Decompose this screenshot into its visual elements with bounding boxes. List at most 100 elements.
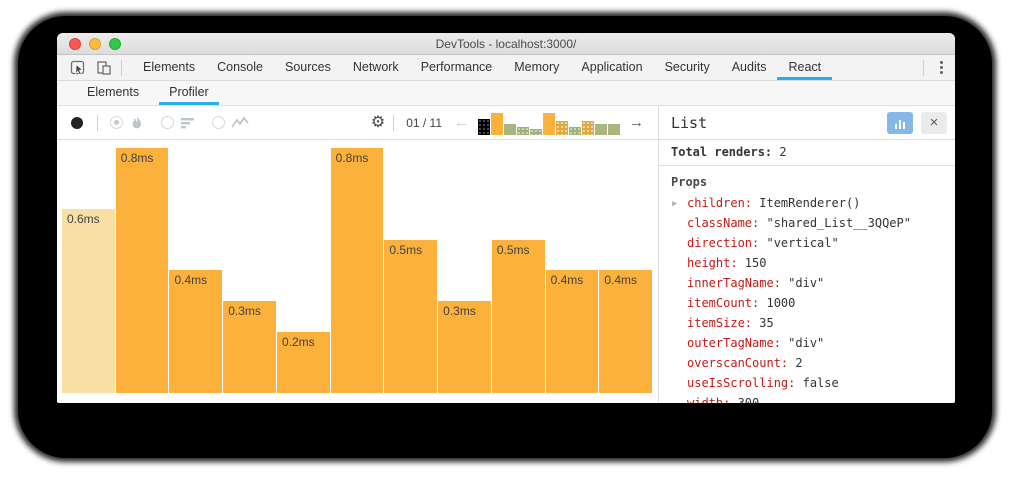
tab-memory[interactable]: Memory	[514, 60, 560, 74]
profiler-content: ⚙ 01 / 11 ← → 0.6ms 0.8ms 0.4ms 0.3ms 0.2ms 0…	[57, 106, 955, 403]
props-section: Props ▶ children: ItemRenderer() className…	[659, 166, 955, 403]
minichart-commit-bar[interactable]	[595, 123, 607, 135]
render-duration-bar[interactable]: 0.4ms	[545, 270, 599, 393]
tab-application[interactable]: Application	[581, 60, 643, 74]
interactions-radio[interactable]	[212, 116, 225, 129]
flamegraph-view-toggle[interactable]	[110, 115, 145, 131]
ranked-chart-icon	[181, 117, 194, 128]
commit-minichart	[478, 111, 620, 135]
prop-row: innerTagName: "div"	[671, 273, 943, 293]
render-duration-bar[interactable]: 0.3ms	[438, 301, 491, 393]
tab-performance[interactable]: Performance	[420, 60, 493, 74]
ranked-view-toggle[interactable]	[161, 116, 196, 130]
prop-key: className:	[687, 216, 760, 230]
minichart-commit-bar[interactable]	[530, 128, 542, 135]
render-duration-bar[interactable]: 0.2ms	[276, 332, 330, 393]
toolbar-separator	[393, 114, 395, 131]
prop-row: itemCount: 1000	[671, 293, 943, 313]
prop-key: overscanCount:	[687, 356, 789, 370]
prop-row: useIsScrolling: false	[671, 373, 943, 393]
props-list: ▶ children: ItemRenderer() className: "sha…	[671, 193, 943, 403]
prop-row: itemSize: 35	[671, 313, 943, 333]
view-component-chart-button[interactable]	[887, 111, 913, 134]
close-panel-button[interactable]: ×	[921, 111, 947, 134]
bar-duration-label: 0.6ms	[67, 212, 100, 226]
settings-gear-icon[interactable]: ⚙	[370, 113, 386, 131]
devtools-window: DevTools - localhost:3000/ Elements Conso…	[57, 33, 955, 403]
prop-key: width:	[687, 396, 731, 403]
record-button[interactable]	[71, 116, 83, 129]
minimize-window-button[interactable]	[89, 38, 101, 50]
commit-duration-chart: 0.6ms 0.8ms 0.4ms 0.3ms 0.2ms 0.8ms 0.5ms 0.3ms…	[57, 140, 658, 403]
minichart-commit-bar[interactable]	[569, 126, 581, 135]
selected-component-name: List	[671, 113, 708, 132]
profiler-left-pane: ⚙ 01 / 11 ← → 0.6ms 0.8ms 0.4ms 0.3ms 0.2ms 0…	[57, 106, 658, 403]
tab-audits[interactable]: Audits	[731, 60, 767, 74]
tab-elements[interactable]: Elements	[143, 60, 196, 74]
minichart-commit-bar[interactable]	[478, 118, 490, 135]
prop-key: children:	[687, 196, 753, 210]
render-duration-bar[interactable]: 0.3ms	[223, 301, 276, 393]
tab-network[interactable]: Network	[352, 60, 399, 74]
prop-value: 35	[752, 316, 774, 330]
render-duration-bar[interactable]: 0.6ms	[62, 209, 115, 393]
window-title: DevTools - localhost:3000/	[435, 36, 577, 51]
prop-value: 2	[788, 356, 803, 370]
render-duration-bar[interactable]: 0.8ms	[115, 148, 169, 393]
minichart-commit-bar[interactable]	[517, 126, 529, 135]
subtab-elements[interactable]: Elements	[87, 85, 140, 99]
flamegraph-radio[interactable]	[110, 116, 123, 129]
more-options-icon[interactable]	[928, 61, 955, 74]
prop-value: 150	[737, 256, 767, 270]
tab-sources[interactable]: Sources	[284, 60, 331, 74]
minichart-commit-bar[interactable]	[491, 112, 503, 135]
react-subtabbar: Elements Profiler	[57, 81, 955, 106]
prop-row: width: 300	[671, 393, 943, 403]
bar-duration-label: 0.5ms	[496, 243, 530, 257]
panel-header: List ×	[659, 106, 955, 140]
device-toolbar-icon[interactable]	[91, 55, 117, 80]
render-duration-bar[interactable]: 0.4ms	[599, 270, 653, 393]
prop-key: height:	[687, 256, 738, 270]
prop-value: 1000	[759, 296, 796, 310]
prop-value: "shared_List__3QQeP"	[759, 216, 911, 230]
tab-security[interactable]: Security	[664, 60, 710, 74]
next-commit-button[interactable]: →	[629, 114, 644, 131]
minichart-commit-bar[interactable]	[504, 123, 516, 135]
prop-value: "vertical"	[759, 236, 839, 250]
traffic-lights	[69, 38, 121, 50]
prop-row: height: 150	[671, 253, 943, 273]
prop-key: outerTagName:	[687, 336, 781, 350]
tab-react[interactable]: React	[777, 55, 833, 80]
interactions-view-toggle[interactable]	[212, 115, 249, 130]
render-duration-bar[interactable]: 0.8ms	[330, 148, 384, 393]
tab-console[interactable]: Console	[217, 60, 263, 74]
minichart-commit-bar[interactable]	[543, 112, 555, 135]
minichart-commit-bar[interactable]	[582, 120, 594, 135]
expand-triangle-icon[interactable]: ▶	[672, 199, 678, 209]
minichart-commit-bar[interactable]	[608, 123, 620, 135]
render-duration-bar[interactable]: 0.5ms	[491, 240, 545, 393]
prop-key: direction:	[687, 236, 760, 250]
render-duration-bar[interactable]: 0.4ms	[169, 270, 223, 393]
zoom-window-button[interactable]	[109, 38, 121, 50]
prop-key: innerTagName:	[687, 276, 781, 290]
prop-key: useIsScrolling:	[687, 376, 796, 390]
toolbar-separator	[121, 59, 122, 76]
close-window-button[interactable]	[69, 38, 81, 50]
bar-duration-label: 0.4ms	[604, 273, 638, 287]
prop-row: direction: "vertical"	[671, 233, 943, 253]
prop-row: className: "shared_List__3QQeP"	[671, 213, 943, 233]
profiler-toolbar: ⚙ 01 / 11 ← →	[57, 106, 658, 140]
minichart-commit-bar[interactable]	[556, 120, 568, 135]
bar-duration-label: 0.4ms	[174, 273, 208, 287]
inspect-element-icon[interactable]	[65, 55, 91, 80]
interactions-line-icon	[231, 115, 249, 128]
prop-row: outerTagName: "div"	[671, 333, 943, 353]
ranked-radio[interactable]	[161, 116, 174, 129]
subtab-profiler[interactable]: Profiler	[159, 81, 219, 105]
prev-commit-button[interactable]: ←	[454, 114, 469, 131]
toolbar-separator	[97, 114, 98, 131]
render-duration-bar[interactable]: 0.5ms	[384, 240, 438, 393]
